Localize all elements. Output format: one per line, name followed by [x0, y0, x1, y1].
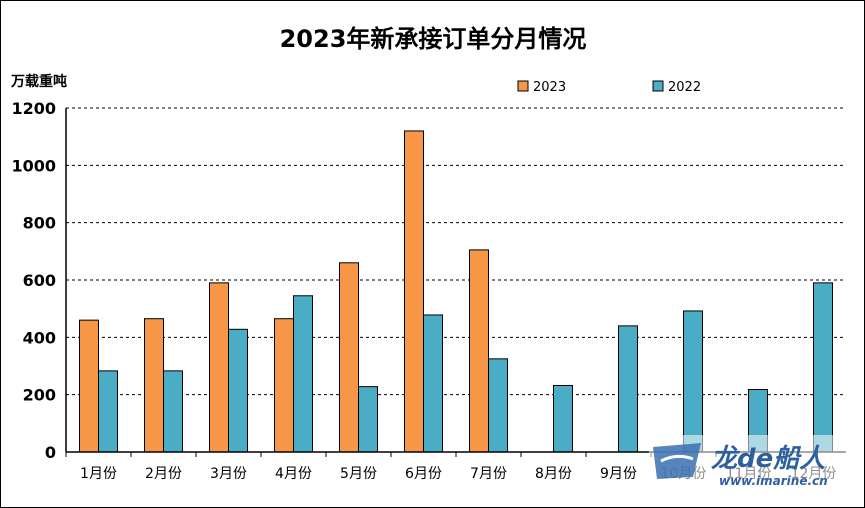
bar-2022-9 [618, 325, 638, 453]
gridlines [66, 107, 846, 396]
y-tick-label: 1000 [11, 156, 56, 175]
boat-icon [653, 443, 701, 479]
bar-2023-3 [209, 282, 229, 453]
bar-2022-5 [358, 386, 378, 453]
x-tick-label: 8月份 [535, 466, 572, 482]
bar-2022-3 [228, 328, 248, 453]
legend-label-2022: 2022 [668, 80, 701, 95]
y-tick-label: 1200 [11, 99, 56, 118]
y-tick-label: 400 [23, 328, 56, 347]
bar-2022-8 [553, 384, 573, 453]
legend-swatch-2022 [652, 80, 664, 92]
y-tick-label: 600 [23, 271, 56, 290]
x-tick-label: 3月份 [210, 466, 247, 482]
x-tick-label: 1月份 [80, 466, 117, 482]
legend-label-2023: 2023 [533, 80, 566, 95]
y-tick-label: 200 [23, 386, 56, 405]
y-tick-labels: 0 200 400 600 800 1000 1200 [11, 99, 56, 462]
bar-2022-1 [98, 370, 118, 453]
x-tick-label: 6月份 [405, 466, 442, 482]
x-tick-label: 7月份 [470, 466, 507, 482]
watermark-brand: 龙de船人 [711, 444, 825, 474]
bar-2022-12 [813, 282, 833, 453]
bar-2023-6 [404, 130, 424, 453]
x-tick-label: 5月份 [340, 466, 377, 482]
y-tick-label: 0 [45, 443, 56, 462]
x-tick-label: 9月份 [600, 466, 637, 482]
watermark: 龙de船人 www.imarine.cn [649, 435, 849, 491]
bar-2023-1 [79, 319, 99, 453]
bar-2023-5 [339, 262, 359, 453]
bar-2023-4 [274, 318, 294, 453]
bar-2022-10 [683, 310, 703, 453]
x-tick-label: 2月份 [145, 466, 182, 482]
bar-2022-2 [163, 370, 183, 453]
y-axis-label: 万载重吨 [10, 73, 67, 90]
x-tick-label: 4月份 [275, 466, 312, 482]
bar-2022-7 [488, 358, 508, 453]
chart-title: 2023年新承接订单分月情况 [280, 25, 587, 53]
legend: 2023 2022 [517, 80, 701, 95]
bar-2022-4 [293, 295, 313, 453]
bar-2023-7 [469, 249, 489, 453]
bar-2022-6 [423, 314, 443, 453]
legend-swatch-2023 [517, 80, 529, 92]
watermark-url: www.imarine.cn [719, 474, 828, 488]
watermark-logo: 龙de船人 www.imarine.cn [653, 443, 828, 488]
y-tick-label: 800 [23, 214, 56, 233]
bar-2023-2 [144, 318, 164, 453]
bars [79, 130, 833, 453]
